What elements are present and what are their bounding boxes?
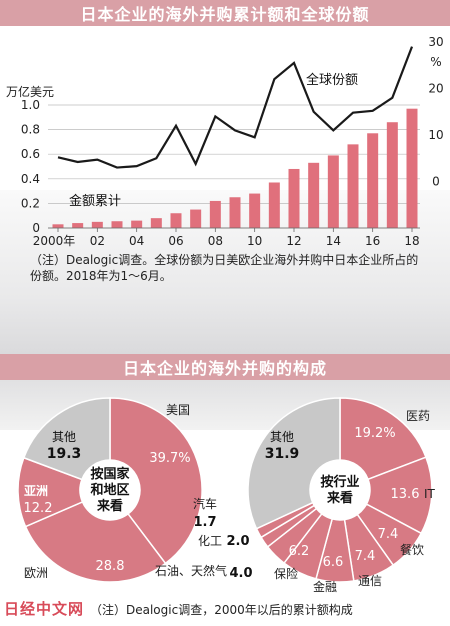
y-left-tick-label: 0.4	[21, 172, 40, 186]
watermark-logo: 日经中文网	[4, 600, 85, 618]
bar	[170, 213, 182, 228]
y-left-tick-label: 0.6	[21, 147, 40, 161]
series-label-share: 全球份额	[306, 72, 358, 88]
top-chart-note: （注）Dealogic调查。全球份额为日美欧企业海外并购中日本企业所占的份额。2…	[30, 253, 419, 283]
bar	[150, 218, 162, 228]
bar	[91, 221, 103, 228]
pie-slice-label: 石油、天然气	[155, 563, 227, 578]
x-tick-label: 18	[404, 234, 419, 248]
handshake-photo-background	[0, 190, 450, 430]
x-tick-label: 14	[326, 234, 341, 248]
pie-value-label: 4.0	[229, 566, 252, 581]
pie-center-label: 来看	[96, 498, 123, 514]
top-title: 日本企业的海外并购累计额和全球份额	[0, 0, 450, 26]
pie-value-label: 28.8	[96, 559, 125, 574]
pie-center-label: 按国家	[90, 466, 130, 482]
y-right-tick-label: 10	[428, 128, 443, 142]
x-tick-label: 2000年	[33, 234, 76, 248]
y-left-tick-label: 0.2	[21, 196, 40, 210]
x-tick-label: 12	[286, 234, 301, 248]
pie-slice-label: 通信	[358, 574, 382, 588]
pie-slice-label: 其他	[270, 430, 294, 444]
bottom-chart-note: （注）Dealogic调查，2000年以后的累计额构成	[90, 603, 353, 617]
share-line	[57, 46, 414, 169]
pie-value-label: 19.3	[47, 446, 82, 462]
pie-value-label: 19.2%	[354, 426, 395, 441]
pie-center-label: 来看	[326, 490, 353, 506]
bar	[72, 223, 84, 228]
pie-slice-label: 欧洲	[24, 566, 48, 580]
y-right-tick-label: 20	[428, 82, 443, 96]
y-right-axis-label: %	[430, 55, 441, 69]
pie-slice-label: 保险	[274, 566, 298, 581]
pie-value-label: 31.9	[265, 446, 300, 462]
bar	[406, 108, 418, 228]
bar	[327, 155, 339, 228]
pie-slice-label: 亚洲	[24, 484, 48, 498]
bar	[52, 224, 64, 228]
x-tick-label: 02	[90, 234, 105, 248]
pie-slice-label: 其他	[52, 430, 76, 444]
pie-value-label: 39.7%	[149, 451, 190, 466]
pie-value-label: 1.7	[193, 515, 216, 530]
y-left-axis-label: 万亿美元	[6, 84, 54, 99]
pie-hole	[310, 460, 370, 520]
pie-slice-label: 化工	[198, 534, 222, 548]
x-tick-label: 06	[168, 234, 183, 248]
pie-center-label: 按行业	[320, 474, 359, 490]
pie-slice-label: 汽车	[193, 496, 217, 511]
bar	[131, 220, 143, 228]
bar	[308, 162, 320, 228]
pie-value-label: 7.4	[378, 527, 399, 542]
pie-slice-label: IT	[424, 487, 436, 501]
y-right-tick-label: 0	[432, 175, 440, 189]
pie-hole	[80, 460, 140, 520]
bar	[386, 122, 398, 228]
bar	[209, 200, 221, 228]
pie-slice-label: 餐饮	[400, 542, 424, 557]
bar	[190, 209, 202, 228]
x-tick-label: 04	[129, 234, 144, 248]
y-left-tick-label: 0.8	[21, 123, 40, 137]
pie-center-label: 和地区	[90, 482, 129, 498]
pie-slice-label: 金融	[313, 579, 337, 594]
y-left-tick-label: 1.0	[21, 98, 40, 112]
bar	[249, 193, 261, 228]
y-left-tick-label: 0	[32, 221, 40, 235]
bar	[288, 168, 300, 228]
bar	[367, 133, 379, 228]
pie-value-label: 13.6	[391, 487, 420, 502]
series-label-cumulative: 金额累计	[69, 193, 121, 209]
pie-value-label: 6.6	[323, 555, 344, 570]
pie-value-label: 12.2	[24, 501, 53, 516]
x-tick-label: 16	[365, 234, 380, 248]
bar	[268, 182, 280, 228]
pie-value-label: 6.2	[289, 544, 310, 559]
bar	[111, 221, 123, 228]
pie-slice-label: 美国	[166, 403, 190, 417]
x-tick-label: 08	[208, 234, 223, 248]
middle-title: 日本企业的海外并购的构成	[0, 354, 450, 380]
y-right-tick-label: 30	[428, 35, 443, 49]
bar	[229, 197, 241, 228]
pie-value-label: 2.0	[226, 534, 249, 549]
pie-value-label: 7.4	[355, 549, 376, 564]
bar	[347, 144, 359, 228]
pie-slice-label: 医药	[406, 409, 430, 423]
x-tick-label: 10	[247, 234, 262, 248]
